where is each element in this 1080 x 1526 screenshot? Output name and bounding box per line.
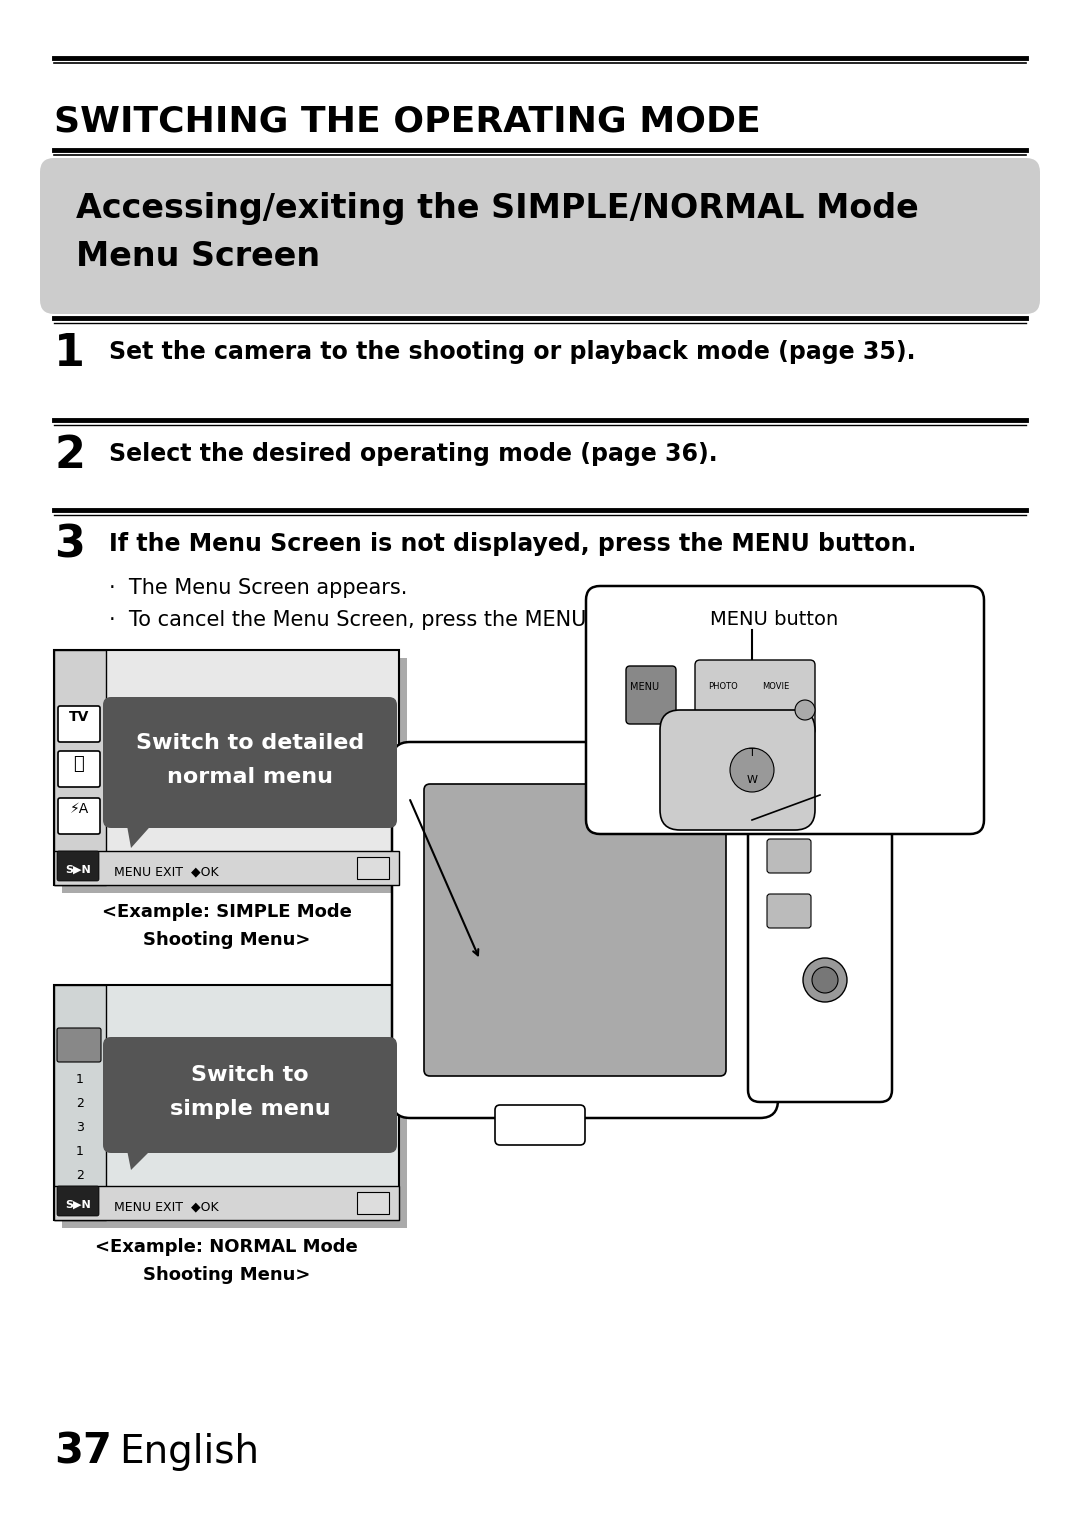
Text: 1: 1 (76, 1144, 84, 1158)
Text: S▶N: S▶N (65, 865, 91, 874)
FancyBboxPatch shape (357, 858, 389, 879)
FancyBboxPatch shape (586, 586, 984, 835)
FancyBboxPatch shape (58, 798, 100, 835)
FancyBboxPatch shape (58, 751, 100, 787)
Text: MENU EXIT  ◆OK: MENU EXIT ◆OK (114, 865, 218, 877)
FancyBboxPatch shape (57, 1186, 99, 1216)
Text: MENU button: MENU button (710, 610, 838, 629)
Text: S▶N: S▶N (65, 1199, 91, 1210)
Text: ⛹: ⛹ (73, 755, 84, 774)
Text: Select the desired operating mode (page 36).: Select the desired operating mode (page … (109, 443, 717, 465)
Text: ⚡A: ⚡A (69, 803, 89, 816)
Text: PHOTO: PHOTO (708, 682, 738, 691)
FancyBboxPatch shape (57, 852, 99, 881)
Text: simple menu: simple menu (170, 1099, 330, 1119)
FancyBboxPatch shape (767, 894, 811, 928)
Bar (54, 984, 106, 1219)
Text: MENU: MENU (630, 682, 659, 691)
Text: normal menu: normal menu (167, 768, 333, 787)
Text: 2: 2 (76, 1169, 84, 1183)
Circle shape (730, 748, 774, 792)
Text: 2: 2 (54, 433, 85, 478)
Text: ·  The Menu Screen appears.: · The Menu Screen appears. (109, 578, 407, 598)
Text: 37: 37 (54, 1430, 112, 1473)
FancyBboxPatch shape (696, 661, 815, 736)
FancyBboxPatch shape (495, 1105, 585, 1144)
Bar (62, 658, 407, 893)
Circle shape (812, 967, 838, 993)
FancyBboxPatch shape (58, 707, 100, 742)
Bar (54, 1186, 399, 1219)
Text: T: T (748, 748, 755, 758)
FancyBboxPatch shape (103, 1038, 397, 1154)
Bar (62, 993, 407, 1228)
Text: 2: 2 (76, 1097, 84, 1109)
Bar (54, 984, 399, 1219)
Text: Switch to: Switch to (191, 1065, 309, 1085)
Text: W: W (746, 775, 757, 784)
FancyBboxPatch shape (357, 1192, 389, 1215)
FancyBboxPatch shape (660, 710, 815, 830)
FancyBboxPatch shape (40, 159, 1040, 314)
Bar (54, 650, 399, 885)
FancyBboxPatch shape (57, 1029, 102, 1062)
Text: Switch to detailed: Switch to detailed (136, 732, 364, 752)
Polygon shape (126, 819, 156, 848)
FancyBboxPatch shape (626, 665, 676, 723)
Text: 3: 3 (76, 1122, 84, 1134)
FancyBboxPatch shape (392, 742, 778, 1119)
Text: Menu Screen: Menu Screen (76, 240, 320, 273)
Text: Accessing/exiting the SIMPLE/NORMAL Mode: Accessing/exiting the SIMPLE/NORMAL Mode (76, 192, 919, 224)
Polygon shape (126, 1144, 156, 1170)
Text: 3: 3 (54, 523, 85, 568)
Text: SWITCHING THE OPERATING MODE: SWITCHING THE OPERATING MODE (54, 105, 760, 139)
FancyBboxPatch shape (767, 839, 811, 873)
Text: If the Menu Screen is not displayed, press the MENU button.: If the Menu Screen is not displayed, pre… (109, 533, 916, 555)
Text: 1: 1 (54, 333, 85, 375)
Text: MOVIE: MOVIE (762, 682, 789, 691)
Text: 1: 1 (76, 1073, 84, 1087)
Text: Shooting Menu>: Shooting Menu> (143, 1267, 310, 1283)
FancyBboxPatch shape (748, 787, 892, 1102)
Text: 3: 3 (76, 1193, 84, 1206)
FancyBboxPatch shape (103, 697, 397, 829)
Bar (54, 852, 399, 885)
Circle shape (804, 958, 847, 1003)
Text: Set the camera to the shooting or playback mode (page 35).: Set the camera to the shooting or playba… (109, 340, 916, 365)
Text: ·  To cancel the Menu Screen, press the MENU button.: · To cancel the Menu Screen, press the M… (109, 610, 669, 630)
Text: <Example: NORMAL Mode: <Example: NORMAL Mode (95, 1238, 357, 1256)
Circle shape (795, 700, 815, 720)
Bar (54, 650, 106, 885)
Text: <Example: SIMPLE Mode: <Example: SIMPLE Mode (102, 903, 351, 922)
Text: Shooting Menu>: Shooting Menu> (143, 931, 310, 949)
Text: MENU EXIT  ◆OK: MENU EXIT ◆OK (114, 1199, 218, 1213)
FancyBboxPatch shape (424, 784, 726, 1076)
Text: English: English (119, 1433, 259, 1471)
Text: TV: TV (69, 710, 90, 723)
